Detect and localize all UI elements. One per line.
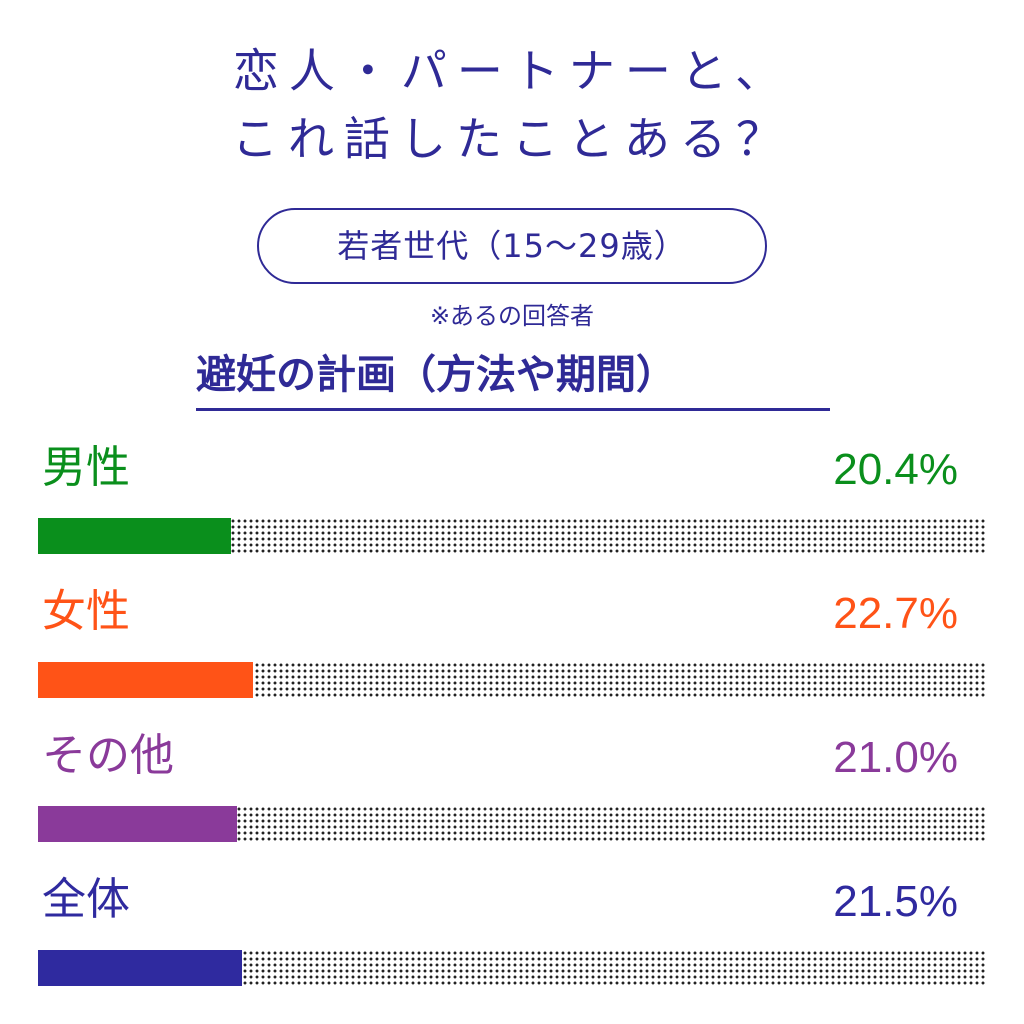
category-label: 全体 xyxy=(42,874,130,925)
value-label: 21.0% xyxy=(833,733,958,782)
bar-track xyxy=(38,950,986,986)
respondent-note: ※あるの回答者 xyxy=(429,302,595,330)
topic-heading: 避妊の計画（方法や期間） xyxy=(196,350,830,411)
value-label: 20.4% xyxy=(833,445,958,494)
bar-track xyxy=(38,806,986,842)
bar xyxy=(38,662,253,698)
chart-title-line-2: これ話したことある？ xyxy=(232,112,792,166)
value-label: 22.7% xyxy=(833,589,958,638)
bar xyxy=(38,806,237,842)
bar-track xyxy=(38,662,986,698)
bar xyxy=(38,950,242,986)
bar xyxy=(38,518,231,554)
value-label: 21.5% xyxy=(833,877,958,926)
category-label: 男性 xyxy=(42,442,130,493)
category-label: その他 xyxy=(42,730,174,781)
respondent-group-badge: 若者世代（15～29歳） xyxy=(257,208,767,284)
chart-title-line-1: 恋人・パートナーと、 xyxy=(232,44,792,98)
category-label: 女性 xyxy=(42,586,130,637)
bar-track xyxy=(38,518,986,554)
